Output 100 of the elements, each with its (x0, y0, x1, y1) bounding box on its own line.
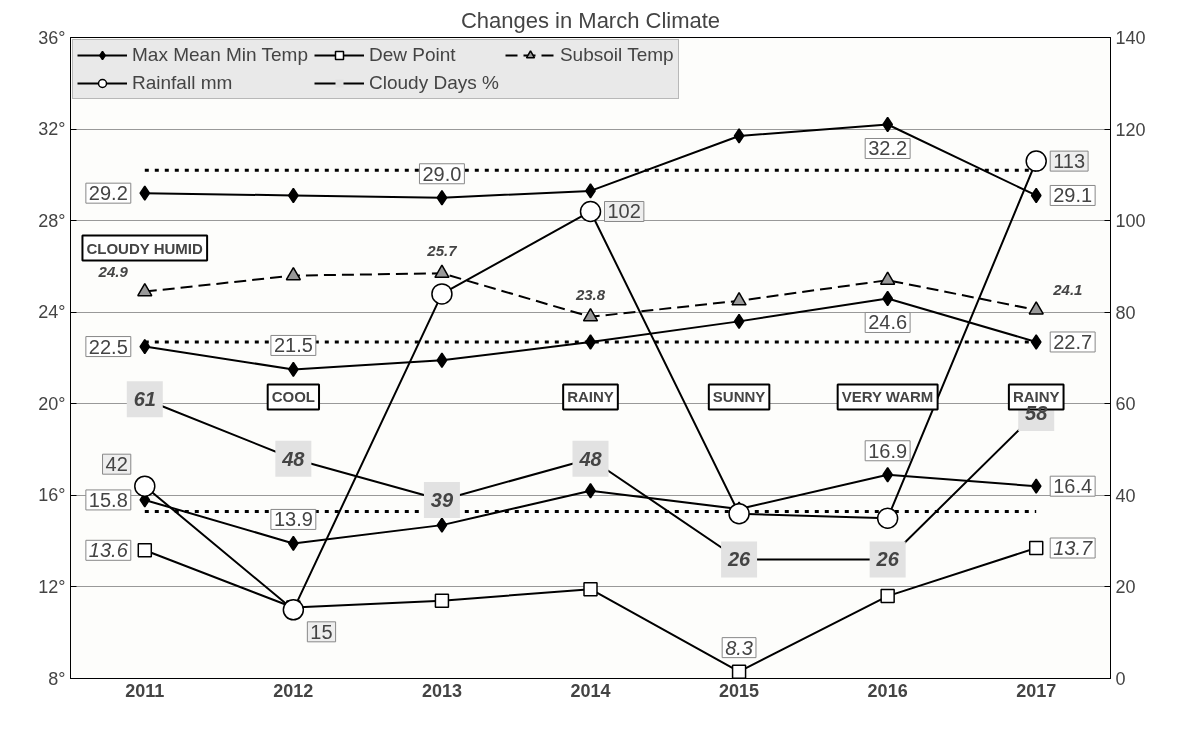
data-label: 39 (430, 488, 454, 511)
point (436, 517, 448, 533)
data-label: 8.3 (725, 636, 753, 659)
data-label: 61 (133, 388, 156, 411)
y2-tick-label: 80 (1115, 302, 1136, 323)
point (134, 475, 156, 497)
annotation: SUNNY (712, 388, 766, 406)
point (282, 599, 305, 621)
point (882, 116, 894, 133)
data-label: 42 (105, 453, 128, 476)
x-tick-label: 2012 (273, 680, 314, 701)
point (731, 664, 747, 679)
annotation: RAINY (567, 388, 614, 406)
y-tick-label: 12° (38, 576, 66, 597)
annotation: VERY WARM (841, 388, 934, 406)
x-tick-label: 2016 (867, 680, 908, 701)
annotation: RAINY (1012, 388, 1060, 406)
data-label: 22.7 (1053, 330, 1093, 353)
point (287, 361, 299, 378)
point (436, 352, 448, 369)
point (879, 271, 896, 285)
point (728, 502, 750, 525)
data-label: 15.8 (88, 488, 128, 511)
point (579, 200, 602, 223)
y2-tick-label: 120 (1115, 119, 1146, 140)
x-tick-label: 2014 (570, 680, 611, 701)
point (876, 507, 899, 529)
data-label: 48 (281, 447, 306, 470)
point (882, 290, 894, 307)
point (137, 282, 153, 297)
y2-tick-label: 40 (1115, 485, 1136, 506)
point (431, 283, 453, 305)
y-tick-label: 28° (38, 210, 66, 231)
data-label: 25.7 (426, 242, 458, 260)
data-label: 29.0 (422, 162, 462, 185)
data-label: 16.4 (1053, 475, 1093, 498)
y-tick-label: 8° (48, 668, 66, 689)
point (139, 338, 151, 355)
point (733, 128, 745, 144)
point (287, 187, 299, 204)
point (1028, 301, 1044, 315)
data-label: 23.8 (574, 285, 606, 303)
x-tick-label: 2011 (125, 680, 165, 701)
y-tick-label: 32° (38, 119, 66, 140)
data-label: 32.2 (868, 137, 908, 160)
data-label: 13.9 (273, 508, 313, 531)
annotation: COOL (271, 388, 316, 406)
data-label: 13.7 (1053, 537, 1094, 560)
point (882, 467, 894, 483)
data-label: 26 (726, 548, 752, 571)
annotation: CLOUDY HUMID (86, 239, 204, 257)
data-label: 113 (1053, 150, 1086, 173)
legend-label: Max Mean Min Temp (132, 44, 308, 66)
data-label: 24.1 (1052, 280, 1083, 298)
legend-label: Rainfall mm (132, 72, 233, 94)
x-tick-label: 2015 (719, 680, 760, 701)
point (137, 543, 153, 558)
point (287, 535, 299, 552)
point (434, 593, 450, 608)
y-tick-label: 36° (38, 27, 66, 48)
data-label: 102 (607, 200, 641, 223)
y2-tick-label: 20 (1115, 577, 1136, 598)
point (1028, 540, 1044, 556)
data-label: 22.5 (88, 335, 128, 358)
legend-label: Cloudy Days % (369, 72, 499, 94)
point (434, 264, 450, 279)
point (139, 185, 151, 201)
data-label: 26 (875, 548, 900, 571)
data-label: 48 (578, 447, 603, 470)
point (583, 581, 598, 597)
y2-tick-label: 0 (1115, 669, 1126, 689)
data-label: 24.9 (97, 262, 129, 280)
y2-tick-label: 100 (1115, 211, 1146, 232)
point (285, 266, 302, 281)
y2-tick-label: 140 (1115, 28, 1146, 48)
data-label: 15 (310, 620, 333, 643)
y-tick-label: 20° (38, 393, 66, 414)
point (733, 313, 745, 330)
point (880, 588, 895, 604)
x-tick-label: 2013 (421, 680, 462, 701)
point (582, 307, 599, 322)
data-label: 24.6 (868, 311, 908, 334)
point (1030, 187, 1042, 204)
y2-tick-label: 60 (1115, 394, 1136, 415)
data-label: 29.1 (1053, 184, 1093, 207)
point (436, 190, 448, 206)
point (731, 291, 747, 306)
data-label: 21.5 (273, 334, 313, 357)
data-label: 29.2 (88, 182, 128, 205)
legend-label: Subsoil Temp (559, 44, 674, 66)
x-tick-label: 2017 (1016, 680, 1057, 701)
y-tick-label: 24° (38, 302, 66, 323)
y-tick-label: 16° (38, 485, 66, 506)
point (1030, 478, 1042, 494)
point (1030, 334, 1042, 350)
chart-title: Changes in March Climate (460, 7, 721, 33)
data-label: 13.6 (88, 539, 129, 562)
point (1025, 150, 1047, 172)
legend-label: Dew Point (369, 44, 456, 66)
data-label: 16.9 (868, 439, 908, 462)
